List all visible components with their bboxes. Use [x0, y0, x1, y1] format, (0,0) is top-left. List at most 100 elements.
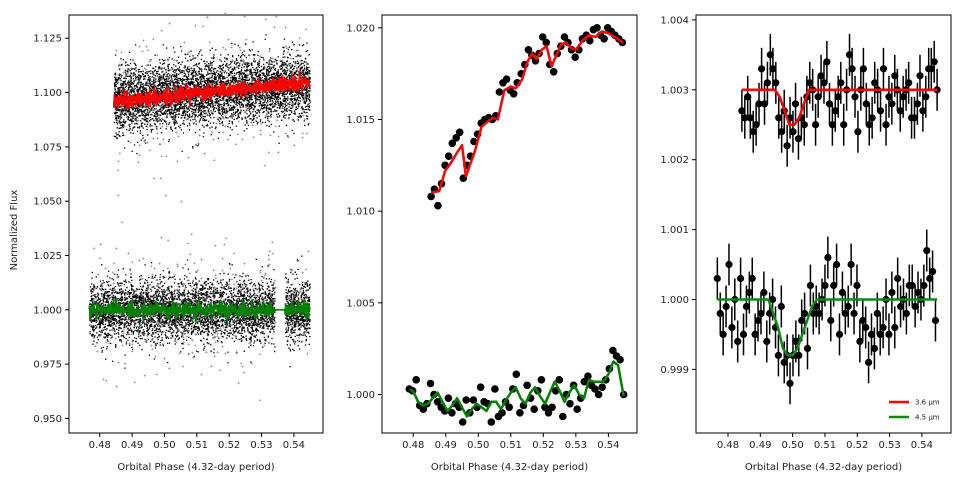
raw-point [187, 72, 189, 74]
raw-point [197, 81, 200, 84]
y-tick-label: 1.000 [33, 305, 62, 316]
raw-point [176, 122, 178, 124]
raw-point [213, 82, 215, 84]
raw-point [181, 80, 183, 82]
raw-point [195, 63, 198, 65]
raw-point [309, 86, 311, 88]
raw-point [199, 77, 201, 79]
raw-point [280, 92, 282, 94]
raw-point [284, 103, 286, 105]
raw-point [299, 64, 301, 66]
raw-point [309, 78, 311, 80]
raw-point [229, 127, 231, 129]
raw-point [138, 88, 140, 91]
raw-point [254, 71, 256, 74]
raw-point [205, 69, 208, 71]
raw-point [192, 58, 194, 60]
raw-point [207, 104, 209, 106]
raw-point [226, 76, 228, 79]
raw-point [141, 107, 143, 109]
raw-point [179, 124, 182, 126]
raw-point [124, 83, 126, 86]
raw-point [251, 49, 253, 51]
raw-point [151, 125, 153, 127]
raw-point [279, 68, 282, 70]
raw-point [235, 125, 237, 127]
raw-point [163, 86, 166, 88]
raw-point [183, 88, 186, 90]
raw-point [170, 128, 172, 130]
raw-point [183, 79, 185, 82]
raw-point [254, 78, 256, 80]
raw-point [188, 73, 190, 76]
raw-point [203, 86, 205, 88]
raw-point [232, 115, 234, 117]
raw-point [155, 78, 157, 80]
raw-point [291, 49, 293, 51]
raw-point [241, 98, 244, 101]
raw-point [173, 110, 175, 112]
raw-point [174, 123, 176, 125]
raw-point [219, 123, 221, 125]
raw-point [256, 99, 258, 101]
raw-point [184, 75, 186, 77]
raw-point [146, 71, 148, 73]
raw-point [194, 84, 196, 86]
raw-point [255, 72, 257, 74]
raw-point [227, 117, 229, 119]
raw-point [251, 102, 254, 104]
raw-point [121, 91, 123, 93]
raw-point [131, 73, 133, 75]
raw-point [211, 102, 214, 104]
raw-point [240, 66, 243, 69]
raw-point [209, 73, 211, 75]
raw-point [196, 81, 199, 84]
raw-point [163, 63, 165, 65]
raw-point [233, 66, 236, 69]
raw-point [291, 90, 293, 93]
raw-point [155, 117, 157, 119]
raw-point [172, 90, 174, 92]
raw-point [139, 88, 141, 90]
raw-point [197, 116, 199, 118]
raw-point [203, 60, 206, 62]
raw-point [230, 66, 232, 68]
raw-point [259, 91, 261, 93]
raw-point [234, 43, 236, 45]
raw-point [232, 99, 234, 101]
raw-point [254, 53, 256, 56]
raw-point [252, 101, 254, 103]
raw-point [149, 107, 151, 110]
raw-point [273, 65, 275, 67]
raw-point [193, 100, 195, 102]
raw-point [215, 102, 217, 104]
y-tick-label: 1.125 [33, 34, 62, 45]
raw-point [179, 106, 181, 108]
raw-point [287, 65, 289, 67]
raw-point [188, 105, 190, 107]
y-tick-label: 1.050 [33, 197, 62, 208]
raw-point [147, 134, 149, 136]
raw-point [300, 71, 302, 73]
raw-point [122, 82, 124, 84]
raw-point [176, 104, 178, 106]
raw-point [137, 106, 140, 108]
raw-point [262, 107, 264, 110]
raw-point [289, 103, 291, 106]
raw-point [188, 78, 190, 80]
raw-point [294, 95, 296, 97]
raw-point [188, 129, 190, 131]
raw-point [231, 99, 233, 102]
raw-point [250, 83, 252, 85]
raw-point [154, 123, 156, 125]
raw-point [133, 81, 135, 83]
raw-point [206, 77, 208, 80]
raw-point [134, 126, 136, 128]
raw-point [203, 80, 205, 83]
raw-point [201, 70, 203, 72]
raw-point [157, 110, 160, 113]
raw-point [266, 76, 268, 78]
raw-point [276, 78, 278, 80]
raw-point [125, 64, 127, 67]
raw-point [131, 90, 134, 92]
